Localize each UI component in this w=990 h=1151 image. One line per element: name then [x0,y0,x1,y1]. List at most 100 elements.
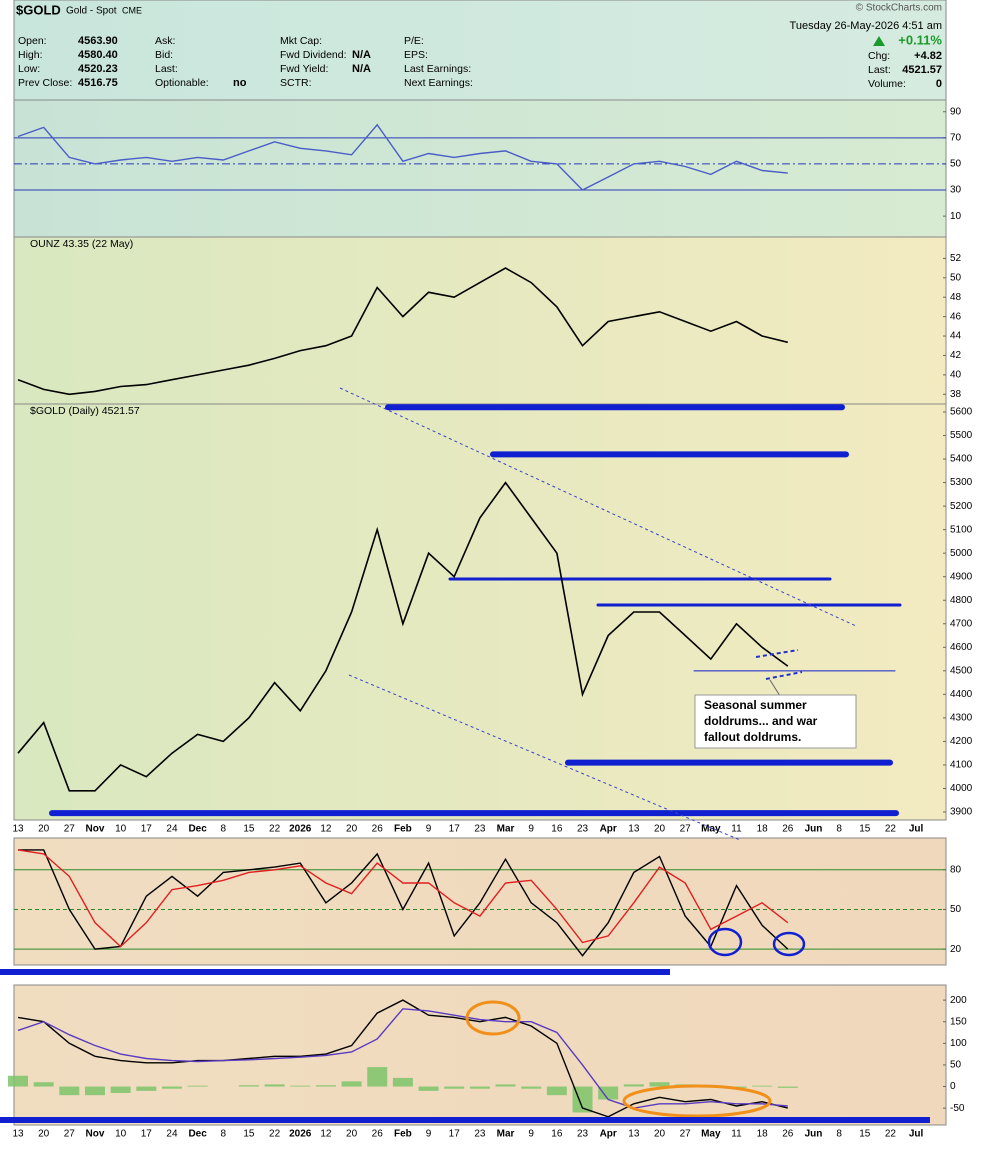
y-tick-label: 100 [950,1038,967,1049]
series-line [17,849,789,948]
field-label: SCTR: [280,77,312,89]
x-tick-label: 8 [220,1129,226,1140]
histogram-bar [136,1086,157,1091]
x-tick-label: 8 [220,824,226,835]
y-tick-label: 4800 [950,595,973,606]
x-tick-label: 12 [320,1129,332,1140]
histogram-bar [572,1086,593,1113]
x-tick-label: 17 [449,824,461,835]
y-tick-label: 50 [950,1060,962,1071]
panel-title: OUNZ 43.35 (22 May) [30,238,133,250]
panel-background [13,99,947,238]
header-panel [13,0,947,101]
y-tick-label: 44 [950,331,962,342]
field-value: 4516.75 [78,77,118,89]
histogram-bar [777,1086,798,1088]
histogram-bar [444,1086,465,1089]
histogram-bar [238,1085,259,1087]
field-label: Ask: [155,35,175,47]
field-label: P/E: [404,35,424,47]
histogram-bar [187,1085,208,1087]
y-tick-label: 50 [950,159,962,170]
field-label: Last: [155,63,178,75]
y-tick-label: 4600 [950,642,973,653]
x-tick-label: Nov [86,824,105,835]
x-tick-label: 26 [372,1129,384,1140]
y-tick-label: 5100 [950,524,973,535]
x-tick-label: 11 [731,1129,742,1140]
histogram-bar [161,1086,182,1089]
x-tick-label: Apr [600,824,617,835]
field-value: 4521.57 [902,64,942,76]
field-label: High: [18,49,43,61]
field-label: Low: [18,63,40,75]
x-tick-label: 9 [426,1129,432,1140]
field-value: N/A [352,63,371,75]
field-value: 4580.40 [78,49,118,61]
x-tick-label: 8 [836,824,842,835]
y-tick-label: 5600 [950,407,973,418]
x-tick-label: Jul [909,824,924,835]
histogram-bar [546,1086,567,1096]
x-tick-label: 23 [474,1129,486,1140]
y-tick-label: -50 [950,1103,965,1114]
x-tick-label: 20 [346,824,358,835]
y-tick-label: 5400 [950,454,973,465]
flag-line [765,671,803,680]
field-label: EPS: [404,49,428,61]
field-label: Fwd Yield: [280,63,328,75]
y-tick-label: 52 [950,253,962,264]
x-tick-label: 15 [243,824,255,835]
x-tick-label: Jul [909,1129,924,1140]
trend-line [339,387,857,627]
x-tick-label: 9 [528,1129,534,1140]
x-tick-label: 2026 [289,824,312,835]
x-tick-label: 20 [38,824,50,835]
histogram-bar [367,1067,388,1087]
y-tick-label: 90 [950,106,962,117]
x-tick-label: 27 [680,824,692,835]
y-tick-label: 38 [950,389,962,400]
change-pct: +0.11% [898,32,942,47]
field-value: 4563.90 [78,35,118,47]
x-tick-label: 27 [64,1129,76,1140]
annotation-text: doldrums... and war [704,714,818,728]
series-line [17,999,788,1118]
annotation-text: Seasonal summer [704,698,807,712]
field-label: Prev Close: [18,77,72,89]
y-tick-label: 3900 [950,807,973,818]
histogram-bar [8,1075,28,1087]
date: Tuesday 26-May-2026 4:51 am [790,20,942,32]
y-tick-label: 4000 [950,783,973,794]
y-tick-label: 5000 [950,548,973,559]
field-label: Last Earnings: [404,63,471,75]
y-tick-label: 4300 [950,713,973,724]
x-tick-label: Dec [188,824,207,835]
x-tick-label: 11 [731,824,742,835]
x-tick-label: 15 [859,1129,871,1140]
x-tick-label: Mar [497,1129,515,1140]
x-tick-label: 16 [551,1129,563,1140]
histogram-bar [418,1086,439,1091]
field-value: N/A [352,49,371,61]
field-value: 4520.23 [78,63,118,75]
x-tick-label: 9 [528,824,534,835]
y-tick-label: 70 [950,132,962,143]
y-tick-label: 4200 [950,736,973,747]
y-tick-label: 4900 [950,571,973,582]
y-tick-label: 4700 [950,618,973,629]
x-tick-label: 2026 [289,1129,312,1140]
x-tick-label: 13 [12,1129,24,1140]
series-line [18,849,789,957]
x-tick-label: Jun [805,824,823,835]
up-arrow [873,36,885,46]
y-tick-label: 50 [950,904,962,915]
histogram-bar [290,1085,311,1087]
x-tick-label: 10 [115,1129,127,1140]
x-tick-label: 22 [885,1129,897,1140]
panel-background [13,984,947,1126]
x-tick-label: 20 [654,824,666,835]
histogram-bar [495,1084,516,1087]
flag-line [755,649,799,658]
y-tick-label: 4500 [950,665,973,676]
